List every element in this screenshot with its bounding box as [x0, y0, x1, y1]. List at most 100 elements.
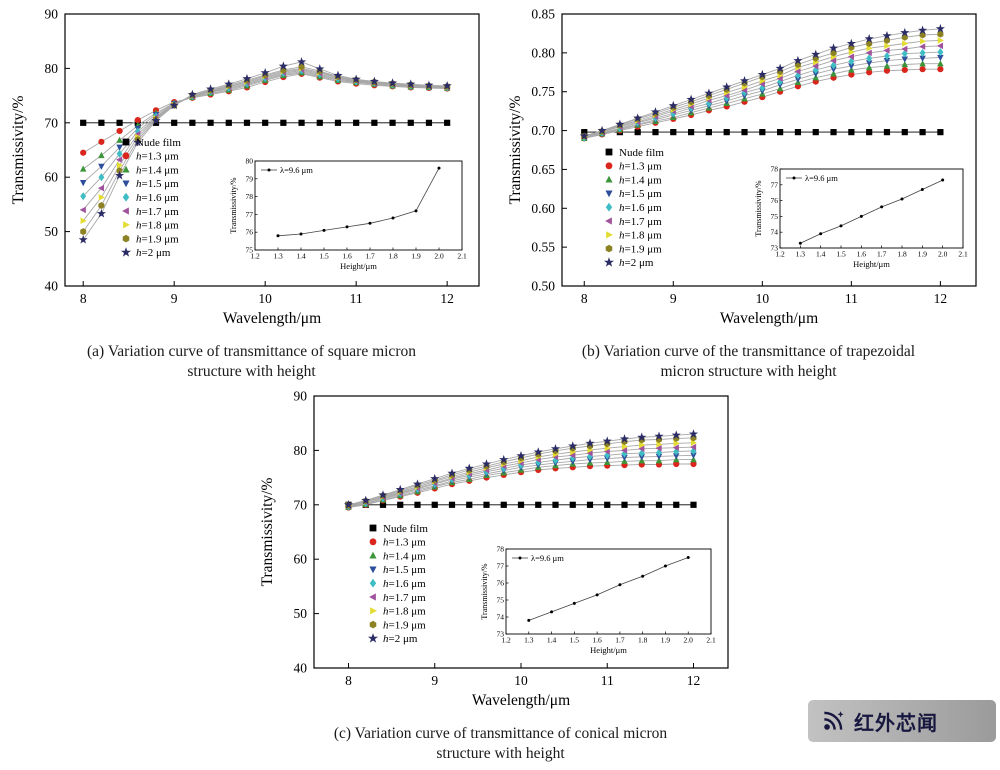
svg-text:1.8: 1.8 [388, 252, 398, 261]
svg-text:10: 10 [514, 673, 528, 688]
svg-text:80: 80 [45, 61, 59, 76]
svg-text:1.5: 1.5 [319, 252, 329, 261]
svg-text:1.7: 1.7 [615, 636, 625, 645]
svg-text:Wavelength/μm: Wavelength/μm [223, 310, 321, 327]
caption-a-line2: structure with height [187, 363, 316, 381]
svg-text:8: 8 [80, 291, 87, 306]
svg-text:78: 78 [246, 192, 254, 201]
svg-text:λ=9.6 μm: λ=9.6 μm [805, 173, 838, 183]
svg-text:h=1.8 μm: h=1.8 μm [383, 606, 426, 618]
svg-text:78: 78 [497, 545, 505, 554]
svg-text:12: 12 [934, 291, 948, 306]
svg-text:h=2 μm: h=2 μm [619, 257, 654, 269]
caption-c-line2: structure with height [436, 745, 565, 763]
svg-text:73: 73 [497, 630, 505, 639]
svg-text:40: 40 [294, 661, 308, 676]
svg-text:1.5: 1.5 [836, 250, 846, 259]
svg-text:76: 76 [771, 196, 779, 205]
svg-text:90: 90 [45, 7, 59, 22]
svg-text:h=1.4 μm: h=1.4 μm [136, 164, 179, 176]
svg-text:h=1.4 μm: h=1.4 μm [383, 550, 426, 562]
svg-text:50: 50 [45, 224, 59, 239]
svg-text:h=1.8 μm: h=1.8 μm [136, 220, 179, 232]
svg-text:Height/μm: Height/μm [590, 645, 627, 655]
svg-text:Transmissivity/%: Transmissivity/% [480, 563, 489, 619]
svg-text:0.85: 0.85 [531, 7, 555, 22]
svg-text:Nude film: Nude film [383, 523, 428, 535]
svg-text:Transmissivity/%: Transmissivity/% [10, 96, 27, 205]
svg-text:λ=9.6 μm: λ=9.6 μm [531, 553, 564, 563]
svg-text:1.3: 1.3 [796, 250, 806, 259]
svg-text:Transmissivity/%: Transmissivity/% [507, 96, 524, 205]
svg-text:h=1.6 μm: h=1.6 μm [619, 202, 662, 214]
svg-text:1.4: 1.4 [816, 250, 826, 259]
svg-text:Transmissivity/%: Transmissivity/% [229, 177, 238, 233]
svg-text:1.8: 1.8 [638, 636, 648, 645]
svg-text:1.2: 1.2 [501, 636, 511, 645]
chart-a-canvas: 8 9 10 11 12 40 50 60 70 80 90 Wavelength/μm Transmi… [10, 7, 480, 327]
svg-text:74: 74 [771, 228, 779, 237]
svg-text:75: 75 [246, 246, 254, 255]
svg-text:h=1.5 μm: h=1.5 μm [136, 178, 179, 190]
caption-b: (b) Variation curve of the transmittance… [505, 342, 992, 382]
svg-text:9: 9 [670, 291, 677, 306]
svg-text:h=1.6 μm: h=1.6 μm [136, 192, 179, 204]
svg-text:10: 10 [258, 291, 272, 306]
svg-text:0.55: 0.55 [531, 240, 555, 255]
watermark-text: 红外芯闻 [854, 712, 938, 735]
figure-c: 8 9 10 11 12 40 50 60 70 80 90 Wavelength/μm Transmi… [257, 386, 744, 764]
svg-text:h=1.9 μm: h=1.9 μm [619, 243, 662, 255]
caption-a-line1: (a) Variation curve of transmittance of … [87, 343, 416, 360]
caption-b-line2: micron structure with height [660, 363, 837, 381]
svg-text:h=1.6 μm: h=1.6 μm [383, 578, 426, 590]
svg-text:h=1.7 μm: h=1.7 μm [619, 216, 662, 228]
svg-text:h=2 μm: h=2 μm [136, 247, 171, 259]
caption-c: (c) Variation curve of transmittance of … [257, 724, 744, 764]
svg-text:1.6: 1.6 [857, 250, 867, 259]
svg-text:1.3: 1.3 [273, 252, 283, 261]
svg-text:79: 79 [246, 174, 254, 183]
svg-text:76: 76 [497, 579, 505, 588]
svg-text:2.0: 2.0 [684, 636, 694, 645]
svg-text:0.75: 0.75 [531, 84, 555, 99]
svg-text:1.5: 1.5 [570, 636, 580, 645]
svg-text:77: 77 [497, 562, 505, 571]
svg-text:90: 90 [294, 389, 308, 404]
svg-text:40: 40 [45, 279, 59, 294]
svg-text:1.3: 1.3 [524, 636, 534, 645]
svg-text:1.9: 1.9 [661, 636, 671, 645]
svg-text:50: 50 [294, 606, 308, 621]
svg-text:80: 80 [246, 157, 254, 166]
svg-text:1.9: 1.9 [411, 252, 421, 261]
svg-text:1.7: 1.7 [365, 252, 375, 261]
broadcast-icon [824, 711, 844, 730]
svg-text:2.0: 2.0 [434, 252, 444, 261]
svg-text:74: 74 [497, 613, 505, 622]
chart-c-canvas: 8 9 10 11 12 40 50 60 70 80 90 Wavelength/μm Transmi… [259, 389, 729, 709]
svg-text:77: 77 [771, 180, 779, 189]
svg-text:0.80: 0.80 [531, 45, 555, 60]
svg-text:Wavelength/μm: Wavelength/μm [472, 692, 570, 709]
svg-text:11: 11 [845, 291, 858, 306]
svg-text:Wavelength/μm: Wavelength/μm [720, 310, 818, 327]
svg-text:Nude film: Nude film [619, 147, 664, 159]
svg-text:11: 11 [601, 673, 614, 688]
caption-a: (a) Variation curve of transmittance of … [8, 342, 495, 382]
figure-b: 8 9 10 11 12 0.50 0.55 0.60 0.65 0.70 0.75 0.80 0.85… [505, 4, 992, 382]
figure-a: 8 9 10 11 12 40 50 60 70 80 90 Wavelength/μm Transmi… [8, 4, 495, 382]
svg-text:1.2: 1.2 [775, 250, 785, 259]
caption-b-line1: (b) Variation curve of the transmittance… [581, 343, 916, 360]
svg-text:1.7: 1.7 [877, 250, 887, 259]
svg-text:75: 75 [497, 596, 505, 605]
svg-text:70: 70 [45, 115, 59, 130]
svg-text:8: 8 [345, 673, 352, 688]
svg-text:8: 8 [581, 291, 588, 306]
svg-text:11: 11 [350, 291, 363, 306]
svg-text:10: 10 [756, 291, 770, 306]
svg-text:1.6: 1.6 [342, 252, 352, 261]
svg-text:h=1.5 μm: h=1.5 μm [383, 564, 426, 576]
svg-text:2.1: 2.1 [457, 252, 467, 261]
svg-text:0.50: 0.50 [531, 279, 555, 294]
svg-text:Transmissivity/%: Transmissivity/% [259, 478, 276, 587]
